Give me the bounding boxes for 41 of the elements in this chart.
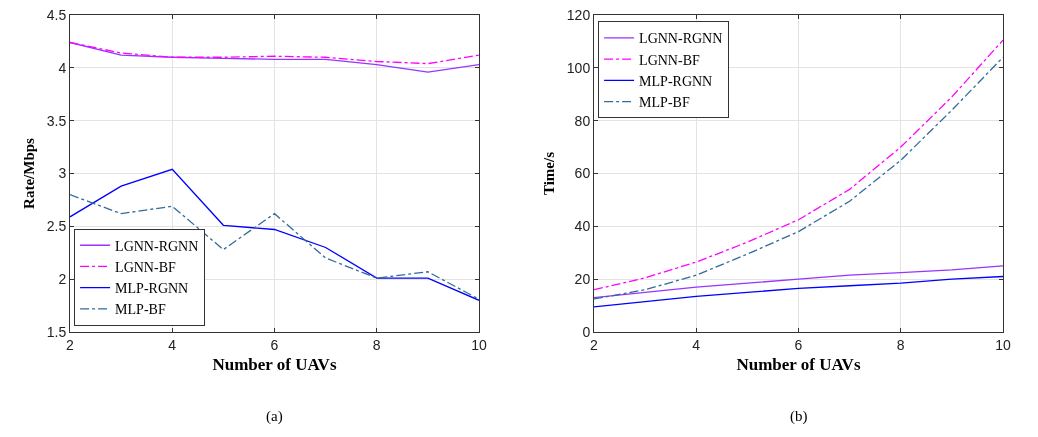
y-axis-title: Rate/Mbps [20,137,37,209]
y-tick-label: 40 [574,218,591,235]
x-tick-label: 8 [372,336,381,353]
y-tick-label: 60 [574,165,591,182]
y-tick-label: 1.5 [46,323,67,340]
y-tick-label: 120 [566,6,591,23]
y-tick-label: 80 [574,112,591,129]
y-tick-label: 4.5 [46,6,67,23]
line-series [594,265,1003,299]
y-axis-title: Time/s [541,151,558,196]
x-axis-title: Number of UAVs [212,355,337,375]
text: (a) [266,408,283,425]
y-tick-label: 0 [582,323,591,340]
y-tick-label: 4 [58,59,67,76]
x-axis-title: Number of UAVs [736,355,861,375]
y-tick-label: 3 [58,165,67,182]
line-series [594,275,1003,308]
y-tick-label: 2 [58,271,67,288]
x-tick-label: 4 [692,336,701,353]
legend-label: MLP-BF [115,302,166,318]
line-series [70,168,479,301]
x-tick-label: 10 [995,336,1011,353]
y-tick-label: 100 [566,59,591,76]
legend-label: LGNN-BF [115,259,176,275]
x-tick-label: 6 [270,336,279,353]
legend-label: LGNN-RGNN [115,238,199,254]
line-series [70,41,479,65]
legend-label: LGNN-BF [639,52,700,68]
y-tick-label: 20 [574,271,591,288]
text: (b) [790,408,808,425]
x-tick-label: 10 [471,336,487,353]
line-series [70,193,479,300]
y-tick-label: 3.5 [46,112,67,129]
x-tick-label: 6 [794,336,803,353]
y-tick-label: 2.5 [46,218,67,235]
legend-label: LGNN-RGNN [639,31,723,47]
x-tick-label: 8 [896,336,905,353]
legend-label: MLP-RGNN [115,281,189,297]
legend-label: MLP-BF [639,95,690,110]
legend-label: MLP-RGNN [639,73,713,89]
x-tick-label: 4 [168,336,177,353]
